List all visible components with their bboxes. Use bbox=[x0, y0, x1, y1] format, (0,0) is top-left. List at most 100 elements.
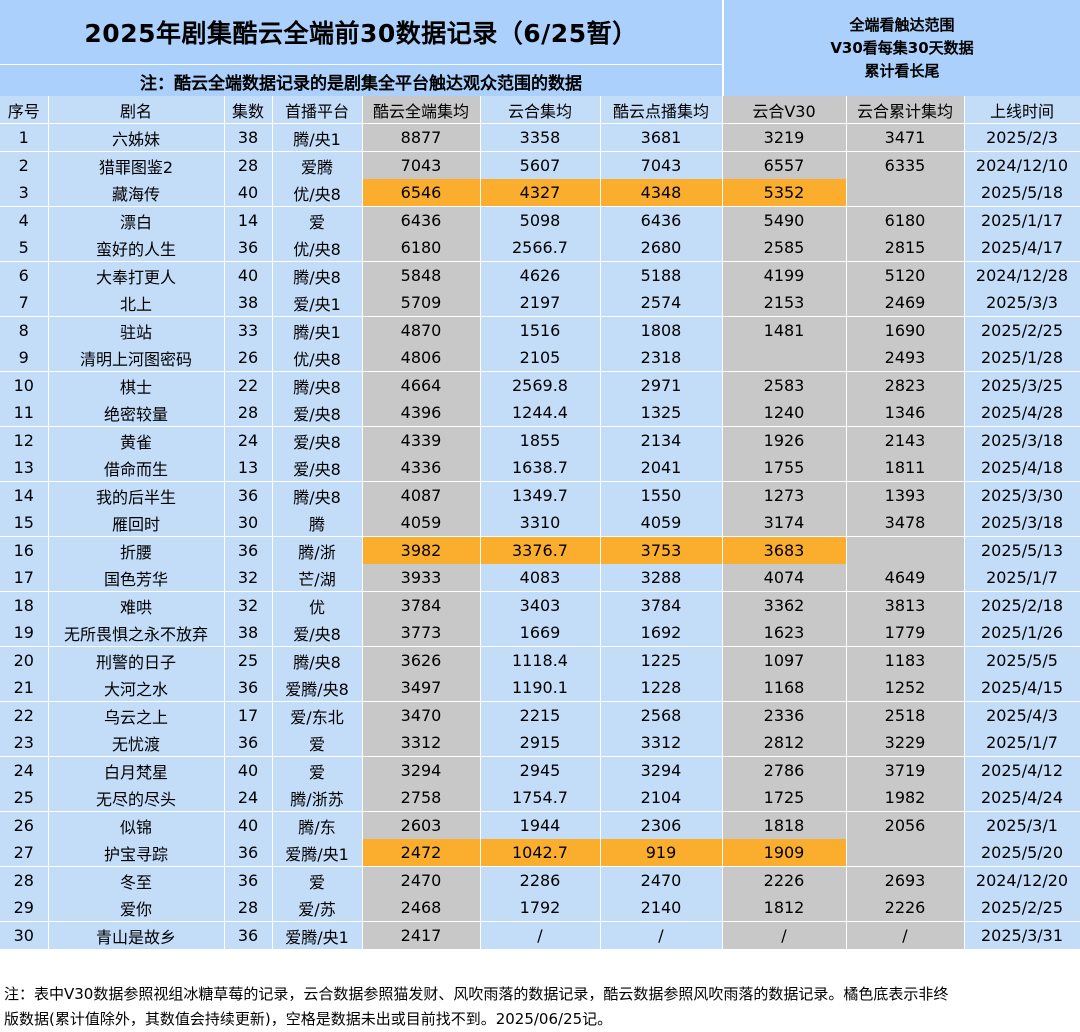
cell-yunhe-cumulative: 2056 bbox=[846, 811, 965, 839]
cell-kuyun-vod: 4059 bbox=[600, 509, 723, 537]
cell-rank: 18 bbox=[0, 591, 49, 619]
cell-rank: 20 bbox=[0, 646, 49, 674]
cell-yunhe-avg: 4083 bbox=[480, 564, 601, 592]
cell-kuyun-vod: / bbox=[600, 921, 723, 949]
cell-yunhe-cumulative bbox=[846, 536, 965, 564]
cell-platform: 爱腾 bbox=[272, 151, 363, 179]
table-row: 14 我的后半生 36 腾/央8 4087 1349.7 1550 1273 1393 2025/… bbox=[0, 481, 1080, 509]
cell-episodes: 24 bbox=[224, 426, 273, 454]
table-row: 13 借命而生 13 爱/央8 4336 1638.7 2041 1755 1811 2025/4… bbox=[0, 454, 1080, 482]
cell-rank: 30 bbox=[0, 921, 49, 949]
cell-rank: 2 bbox=[0, 151, 49, 179]
cell-yunhe-avg: 3310 bbox=[480, 509, 601, 537]
cell-kuyun-all: 2470 bbox=[362, 866, 481, 894]
side-notes: 全端看触达范围 V30看每集30天数据 累计看长尾 bbox=[724, 0, 1080, 96]
cell-episodes: 40 bbox=[224, 811, 273, 839]
cell-kuyun-all: 3626 bbox=[362, 646, 481, 674]
cell-kuyun-vod: 3753 bbox=[600, 536, 723, 564]
cell-yunhe-cumulative: 1811 bbox=[846, 454, 965, 482]
cell-platform: 腾 bbox=[272, 509, 363, 537]
cell-release-date: 2025/2/25 bbox=[964, 894, 1080, 922]
table-row: 17 国色芳华 32 芒/湖 3933 4083 3288 4074 4649 2025/1/7 bbox=[0, 564, 1080, 592]
cell-yunhe-avg: 1244.4 bbox=[480, 399, 601, 427]
column-header-title: 剧名 bbox=[48, 96, 225, 124]
cell-release-date: 2025/5/18 bbox=[964, 179, 1080, 207]
cell-platform: 优 bbox=[272, 591, 363, 619]
cell-kuyun-vod: 4348 bbox=[600, 179, 723, 207]
cell-yunhe-cumulative: 2815 bbox=[846, 234, 965, 262]
table-row: 6 大奉打更人 40 腾/央8 5848 4626 5188 4199 5120 2024/12/… bbox=[0, 261, 1080, 289]
cell-kuyun-vod: 1692 bbox=[600, 619, 723, 647]
cell-release-date: 2025/4/3 bbox=[964, 701, 1080, 729]
cell-release-date: 2025/4/17 bbox=[964, 234, 1080, 262]
table-row: 11 绝密较量 28 爱/央8 4396 1244.4 1325 1240 1346 2025/4… bbox=[0, 399, 1080, 427]
cell-platform: 爱 bbox=[272, 756, 363, 784]
cell-rank: 28 bbox=[0, 866, 49, 894]
cell-kuyun-all: 3933 bbox=[362, 564, 481, 592]
cell-release-date: 2024/12/10 bbox=[964, 151, 1080, 179]
footer-note: 注：表中V30数据参照视组冰糖草莓的记录，云合数据参照猫发财、风吹雨落的数据记录… bbox=[0, 982, 1080, 1032]
table-row: 23 无忧渡 36 爱 3312 2915 3312 2812 3229 2025/1/7 bbox=[0, 729, 1080, 757]
cell-yunhe-cumulative bbox=[846, 839, 965, 867]
cell-yunhe-v30: 2786 bbox=[722, 756, 847, 784]
cell-kuyun-vod: 2318 bbox=[600, 344, 723, 372]
cell-yunhe-cumulative: 1982 bbox=[846, 784, 965, 812]
cell-title: 乌云之上 bbox=[48, 701, 225, 729]
cell-kuyun-vod: 1550 bbox=[600, 481, 723, 509]
table-row: 1 六姊妹 38 腾/央1 8877 3358 3681 3219 3471 2025/2/3 bbox=[0, 123, 1080, 152]
table-row: 27 护宝寻踪 36 爱腾/央1 2472 1042.7 919 1909 2025/5/20 bbox=[0, 839, 1080, 867]
cell-yunhe-cumulative: 1183 bbox=[846, 646, 965, 674]
cell-episodes: 32 bbox=[224, 564, 273, 592]
cell-title: 清明上河图密码 bbox=[48, 344, 225, 372]
cell-title: 无忧渡 bbox=[48, 729, 225, 757]
cell-yunhe-avg: 1792 bbox=[480, 894, 601, 922]
cell-kuyun-vod: 7043 bbox=[600, 151, 723, 179]
cell-release-date: 2025/1/7 bbox=[964, 564, 1080, 592]
cell-title: 藏海传 bbox=[48, 179, 225, 207]
cell-release-date: 2025/4/24 bbox=[964, 784, 1080, 812]
cell-release-date: 2025/3/30 bbox=[964, 481, 1080, 509]
cell-title: 无尽的尽头 bbox=[48, 784, 225, 812]
cell-yunhe-cumulative: 3229 bbox=[846, 729, 965, 757]
cell-yunhe-avg: 2945 bbox=[480, 756, 601, 784]
cell-release-date: 2025/3/18 bbox=[964, 426, 1080, 454]
cell-rank: 15 bbox=[0, 509, 49, 537]
cell-kuyun-all: 3470 bbox=[362, 701, 481, 729]
cell-rank: 23 bbox=[0, 729, 49, 757]
table-body: 1 六姊妹 38 腾/央1 8877 3358 3681 3219 3471 2025/2/3 2 猎… bbox=[0, 123, 1080, 949]
cell-yunhe-avg: 4327 bbox=[480, 179, 601, 207]
ranking-table: 序号 剧名 集数 首播平台 酷云全端集均 云合集均 酷云点播集均 云合V30 云… bbox=[0, 96, 1080, 949]
cell-episodes: 38 bbox=[224, 289, 273, 317]
cell-platform: 腾/央8 bbox=[272, 646, 363, 674]
cell-rank: 17 bbox=[0, 564, 49, 592]
cell-release-date: 2025/4/28 bbox=[964, 399, 1080, 427]
cell-yunhe-cumulative: 6335 bbox=[846, 151, 965, 179]
cell-kuyun-all: 5848 bbox=[362, 261, 481, 289]
cell-kuyun-all: 2758 bbox=[362, 784, 481, 812]
footer-note-line-2: 版数据(累计值除外，其数值会持续更新)，空格是数据未出或目前找不到。2025/0… bbox=[4, 1010, 613, 1028]
cell-kuyun-vod: 2574 bbox=[600, 289, 723, 317]
cell-platform: 腾/央1 bbox=[272, 316, 363, 344]
cell-title: 大河之水 bbox=[48, 674, 225, 702]
cell-rank: 4 bbox=[0, 206, 49, 234]
cell-title: 借命而生 bbox=[48, 454, 225, 482]
cell-kuyun-all: 7043 bbox=[362, 151, 481, 179]
cell-yunhe-v30: 4199 bbox=[722, 261, 847, 289]
cell-kuyun-all: 4664 bbox=[362, 371, 481, 399]
cell-yunhe-cumulative: 1393 bbox=[846, 481, 965, 509]
cell-kuyun-vod: 2104 bbox=[600, 784, 723, 812]
cell-title: 青山是故乡 bbox=[48, 921, 225, 949]
cell-yunhe-v30: 5352 bbox=[722, 179, 847, 207]
cell-kuyun-all: 2417 bbox=[362, 921, 481, 949]
cell-release-date: 2025/4/12 bbox=[964, 756, 1080, 784]
cell-platform: 优/央8 bbox=[272, 344, 363, 372]
cell-yunhe-v30: 3219 bbox=[722, 123, 847, 152]
cell-kuyun-vod: 919 bbox=[600, 839, 723, 867]
table-row: 30 青山是故乡 36 爱腾/央1 2417// //2025/3/31 bbox=[0, 921, 1080, 949]
cell-rank: 6 bbox=[0, 261, 49, 289]
cell-episodes: 40 bbox=[224, 179, 273, 207]
cell-yunhe-cumulative: 4649 bbox=[846, 564, 965, 592]
cell-yunhe-cumulative: 5120 bbox=[846, 261, 965, 289]
cell-kuyun-all: 3784 bbox=[362, 591, 481, 619]
cell-yunhe-cumulative bbox=[846, 179, 965, 207]
